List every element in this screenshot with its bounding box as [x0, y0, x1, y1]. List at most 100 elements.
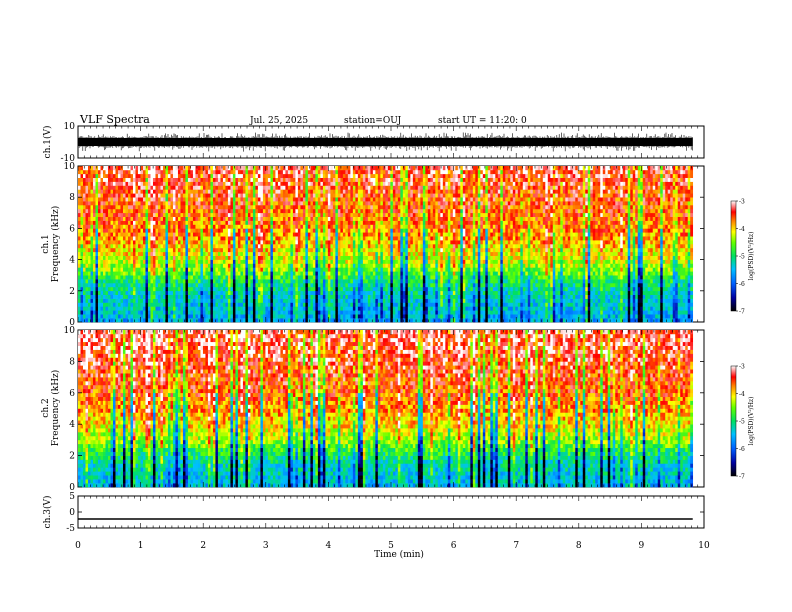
spectrogram-cell: [357, 247, 361, 253]
spectrogram-cell: [155, 318, 159, 323]
spectrogram-cell: [180, 228, 184, 233]
spectrogram-cell: [117, 286, 121, 292]
spectrogram-cell: [115, 208, 119, 214]
spectrogram-cell: [235, 185, 239, 190]
spectrogram-cell: [330, 251, 334, 256]
spectrogram-cell: [227, 251, 231, 256]
spectrogram-cell: [342, 275, 346, 280]
spectrogram-cell: [357, 255, 361, 260]
spectrogram-cell: [327, 251, 331, 256]
spectrogram-cell: [287, 302, 291, 307]
spectrogram-cell: [327, 197, 331, 202]
spectrogram-cell: [120, 173, 124, 178]
spectrogram-cell: [250, 255, 254, 260]
spectrogram-cell: [360, 310, 364, 315]
spectrogram-cell: [345, 220, 349, 225]
spectrogram-cell: [267, 279, 271, 284]
spectrogram-cell: [130, 263, 134, 268]
spectrogram-cell: [377, 310, 381, 315]
spectrogram-cell: [160, 240, 164, 245]
spectrogram-cell: [150, 212, 154, 217]
spectrogram-cell: [345, 255, 349, 260]
spectrogram-cell: [120, 208, 124, 214]
spectrogram-cell: [78, 263, 81, 268]
spectrogram-cell: [380, 302, 384, 307]
spectrogram-cell: [302, 185, 306, 190]
spectrogram-cell: [132, 279, 136, 284]
spectrogram-cell: [325, 173, 329, 178]
spectrogram-cell: [127, 228, 131, 233]
spectrogram-cell: [345, 298, 349, 303]
spectrogram-cell: [262, 255, 266, 260]
spectrogram-cell: [307, 255, 311, 260]
spectrogram-cell: [290, 318, 294, 323]
spectrogram-cell: [252, 205, 256, 210]
spectrogram-cell: [242, 208, 246, 214]
spectrogram-cell: [195, 279, 199, 284]
spectrogram-cell: [102, 251, 106, 256]
spectrogram-cell: [142, 193, 146, 198]
spectrogram-cell: [280, 267, 284, 272]
spectrogram-cell: [347, 189, 351, 194]
spectrogram-cell: [347, 283, 351, 288]
spectrogram-cell: [317, 193, 321, 198]
spectrogram-cell: [255, 212, 259, 217]
spectrogram-cell: [230, 197, 234, 202]
spectrogram-cell: [200, 279, 204, 284]
spectrogram-cell: [320, 302, 324, 307]
spectrogram-cell: [220, 314, 224, 319]
spectrogram-cell: [285, 208, 289, 214]
spectrogram-cell: [265, 205, 269, 210]
spectrogram-cell: [112, 201, 116, 206]
spectrogram-cell: [190, 255, 194, 260]
spectrogram-cell: [95, 298, 99, 303]
spectrogram-cell: [160, 212, 164, 217]
spectrogram-cell: [307, 302, 311, 307]
spectrogram-cell: [88, 290, 91, 295]
spectrogram-cell: [275, 267, 279, 272]
spectrogram-cell: [222, 169, 226, 175]
spectrogram-cell: [230, 290, 234, 295]
spectrogram-cell: [137, 286, 141, 292]
spectrogram-cell: [217, 306, 221, 311]
spectrogram-cell: [377, 220, 381, 225]
spectrogram-cell: [347, 181, 351, 186]
spectrogram-cell: [362, 205, 366, 210]
spectrogram-cell: [295, 197, 299, 202]
spectrogram-cell: [125, 181, 129, 186]
spectrogram-cell: [372, 244, 376, 249]
spectrogram-cell: [202, 286, 206, 292]
spectrogram-cell: [132, 185, 136, 190]
spectrogram-cell: [277, 236, 281, 241]
spectrogram-cell: [240, 279, 244, 284]
spectrogram-cell: [312, 294, 316, 299]
spectrogram-cell: [320, 290, 324, 295]
spectrogram-cell: [305, 259, 309, 264]
spectrogram-cell: [155, 224, 159, 229]
spectrogram-cell: [197, 283, 201, 288]
spectrogram-cell: [145, 208, 149, 214]
spectrogram-cell: [257, 169, 261, 175]
spectrogram-cell: [352, 247, 356, 253]
spectrogram-cell: [122, 279, 126, 284]
spectrogram-cell: [177, 189, 181, 194]
spectrogram-cell: [135, 302, 139, 307]
spectrogram-cell: [152, 267, 156, 272]
spectrogram-cell: [262, 314, 266, 319]
spectrogram-cell: [380, 197, 384, 202]
spectrogram-cell: [262, 228, 266, 233]
spectrogram-cell: [220, 232, 224, 237]
spectrogram-cell: [210, 228, 214, 233]
spectrogram-cell: [350, 236, 354, 241]
spectrogram-cell: [212, 181, 216, 186]
spectrogram-cell: [200, 173, 204, 178]
spectrogram-cell: [90, 185, 94, 190]
spectrogram-cell: [112, 208, 116, 214]
spectrogram-cell: [202, 247, 206, 253]
spectrogram-cell: [315, 298, 319, 303]
spectrogram-cell: [180, 302, 184, 307]
spectrogram-cell: [310, 224, 314, 229]
spectrogram-cell: [190, 283, 194, 288]
spectrogram-cell: [250, 310, 254, 315]
spectrogram-cell: [125, 201, 129, 206]
